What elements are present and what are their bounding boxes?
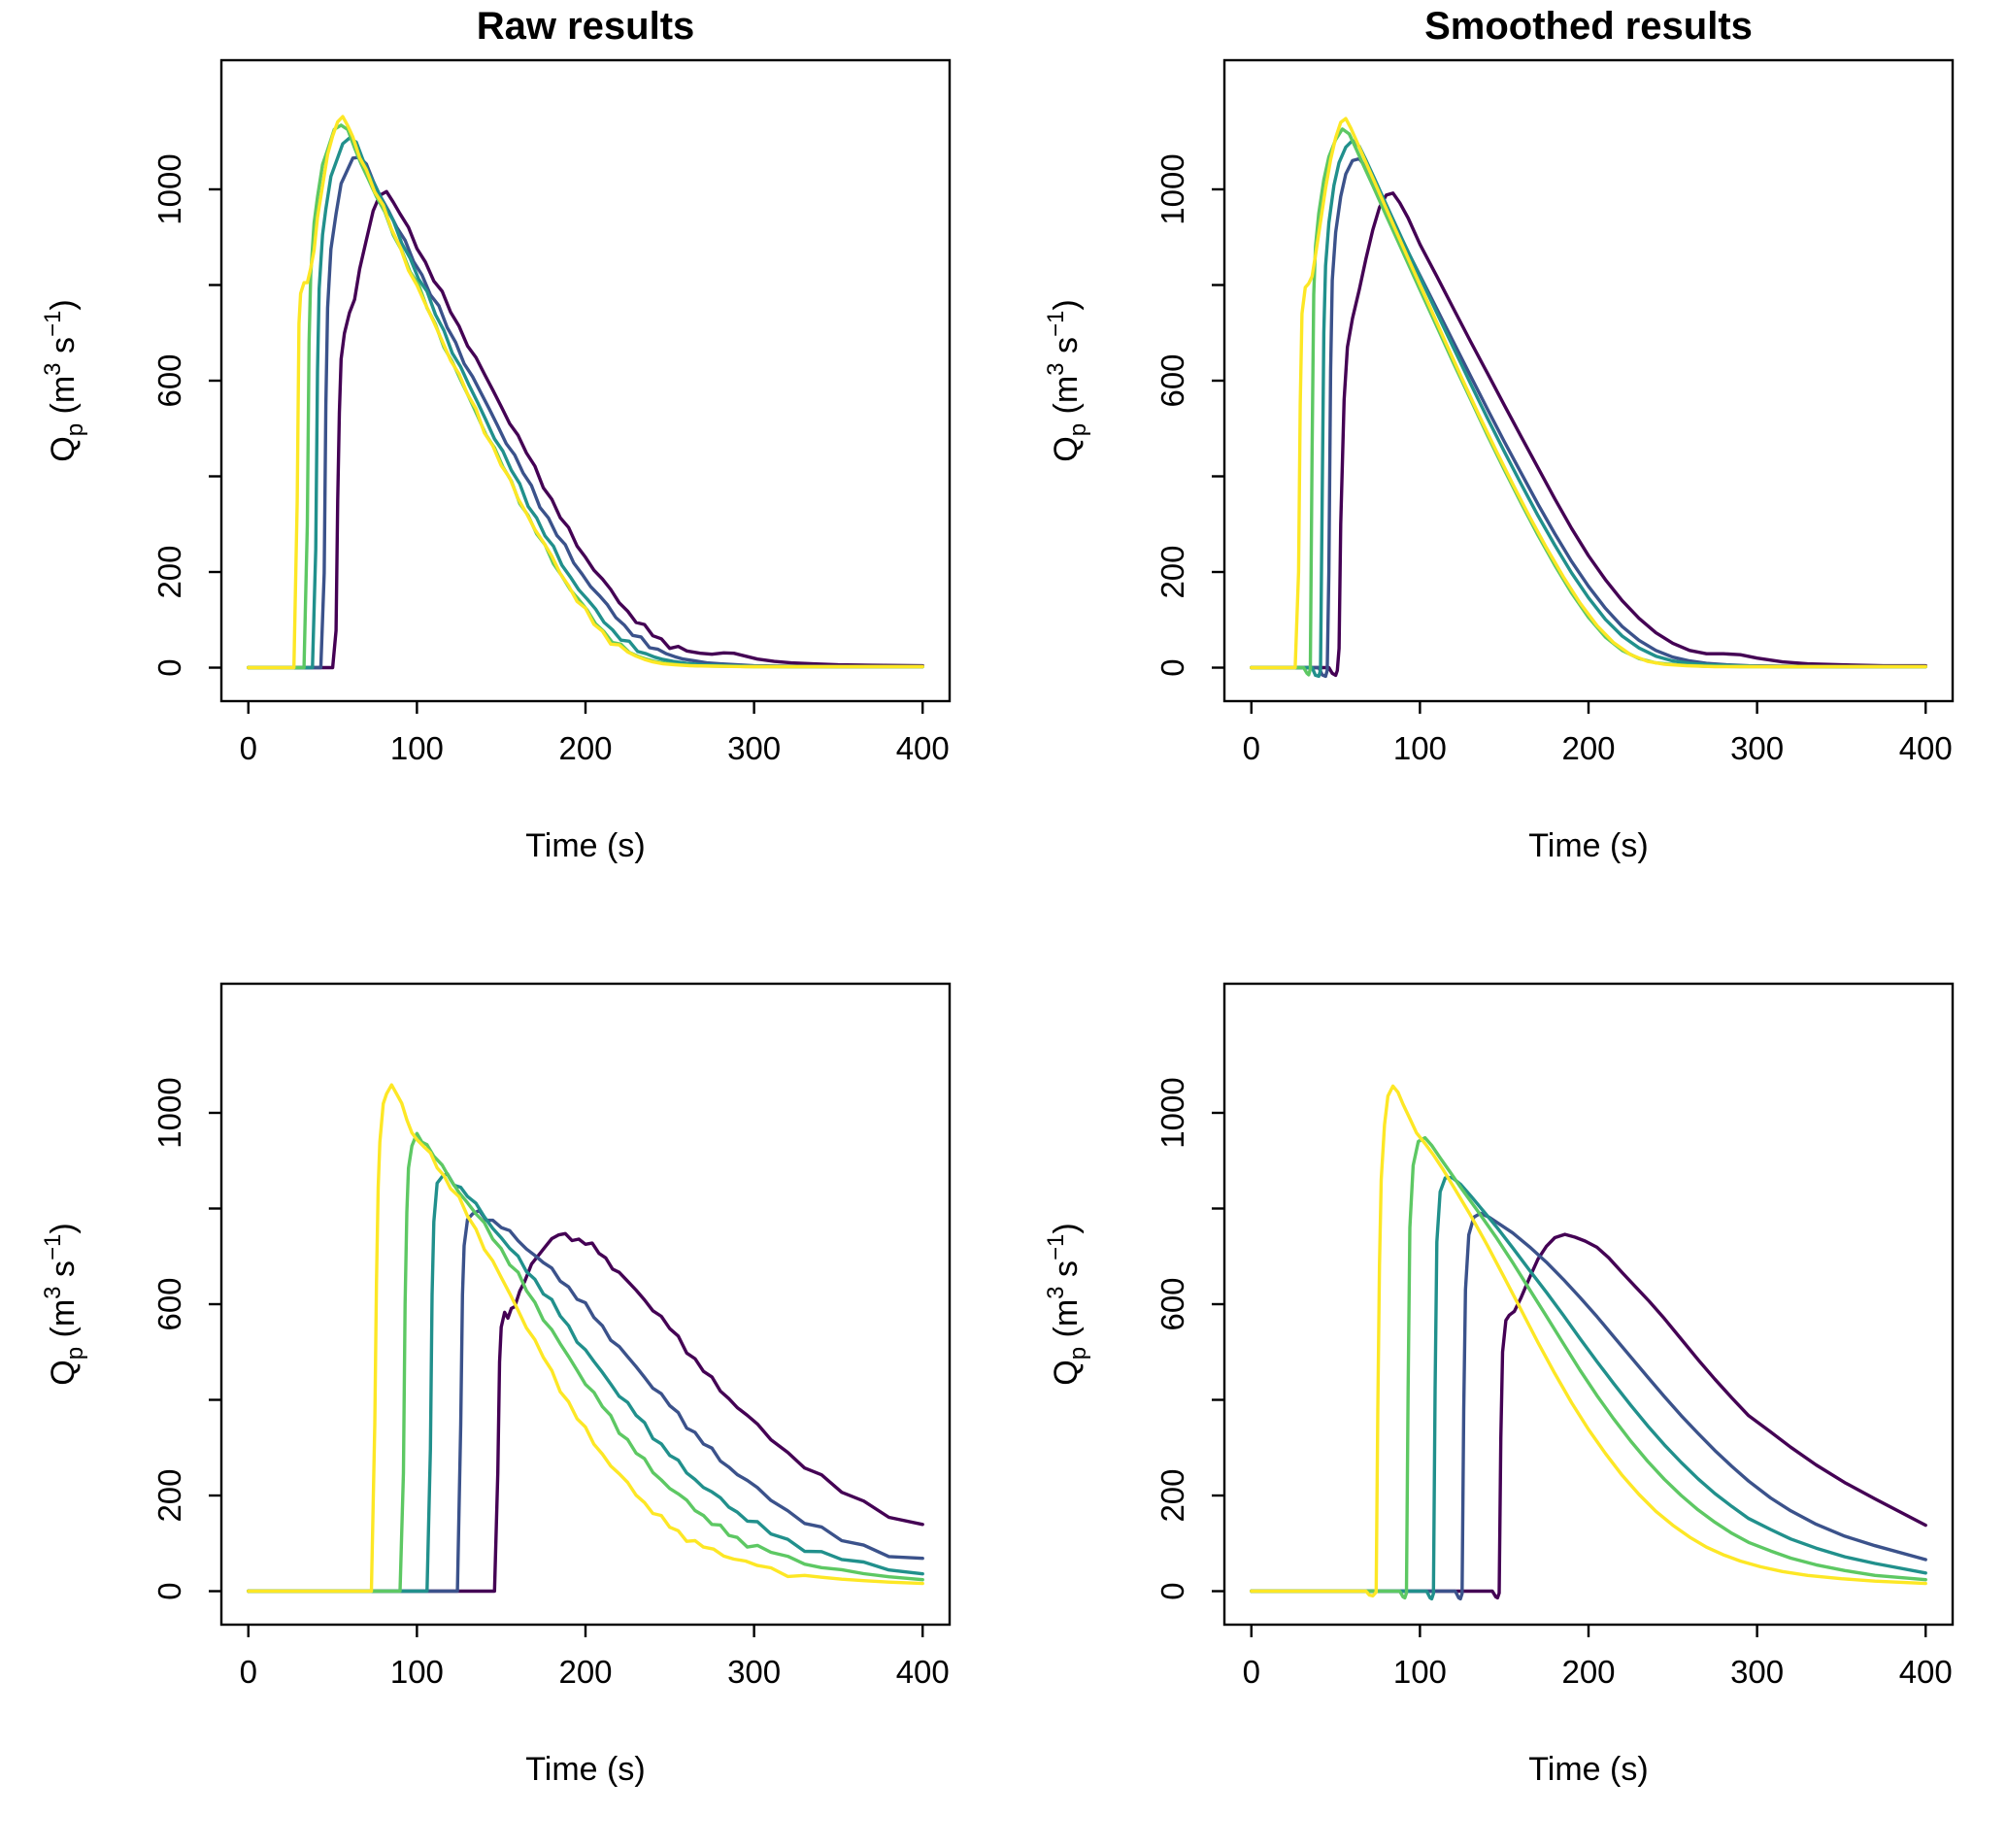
- svg-text:100: 100: [390, 730, 444, 766]
- svg-text:0: 0: [1243, 1654, 1260, 1690]
- svg-text:0: 0: [1154, 1582, 1190, 1599]
- svg-text:Time (s): Time (s): [1528, 827, 1648, 864]
- svg-text:200: 200: [1154, 545, 1190, 598]
- chart-panel-smoothed-bottom: 0 100 200 300 400 0 200 600 1000 Time (s) Qp (m3 s…: [1043, 982, 1955, 1788]
- svg-text:200: 200: [1561, 730, 1615, 766]
- svg-text:0: 0: [1243, 730, 1260, 766]
- svg-text:Qp (m3 s−1): Qp (m3 s−1): [1043, 299, 1091, 461]
- panel-cell-smoothed-top: 0 100 200 300 400 0 200 600 1000 Smoothed results…: [1003, 0, 2007, 924]
- svg-text:100: 100: [1393, 730, 1447, 766]
- svg-text:300: 300: [1730, 730, 1784, 766]
- svg-text:Qp (m3 s−1): Qp (m3 s−1): [40, 299, 88, 461]
- svg-text:300: 300: [727, 730, 781, 766]
- svg-text:400: 400: [896, 1654, 950, 1690]
- panel-cell-raw-bottom: 0 100 200 300 400 0 200 600 1000 Time (s) Qp (m3 s…: [0, 924, 1003, 1848]
- chart-panel-raw-top: 0 100 200 300 400 0 200 600 1000 Raw results Time …: [40, 5, 952, 864]
- svg-text:400: 400: [896, 730, 950, 766]
- chart-panel-smoothed-top: 0 100 200 300 400 0 200 600 1000 Smoothed results…: [1043, 5, 1955, 864]
- svg-text:Time (s): Time (s): [525, 1751, 645, 1788]
- chart-panel-raw-bottom: 0 100 200 300 400 0 200 600 1000 Time (s) Qp (m3 s…: [40, 982, 952, 1788]
- svg-text:Qp (m3 s−1): Qp (m3 s−1): [40, 1223, 88, 1385]
- svg-text:Raw results: Raw results: [477, 5, 695, 48]
- svg-text:100: 100: [390, 1654, 444, 1690]
- panel-cell-raw-top: 0 100 200 300 400 0 200 600 1000 Raw results Time …: [0, 0, 1003, 924]
- svg-text:0: 0: [240, 730, 257, 766]
- svg-text:200: 200: [558, 1654, 612, 1690]
- svg-text:100: 100: [1393, 1654, 1447, 1690]
- svg-text:1000: 1000: [1154, 1077, 1190, 1148]
- svg-text:1000: 1000: [151, 153, 187, 224]
- svg-text:400: 400: [1899, 1654, 1953, 1690]
- svg-text:200: 200: [151, 545, 187, 598]
- svg-text:0: 0: [1154, 658, 1190, 676]
- svg-text:200: 200: [558, 730, 612, 766]
- svg-text:Time (s): Time (s): [1528, 1751, 1648, 1788]
- svg-text:200: 200: [151, 1468, 187, 1522]
- svg-text:400: 400: [1899, 730, 1953, 766]
- svg-text:0: 0: [151, 658, 187, 676]
- svg-text:600: 600: [151, 353, 187, 407]
- svg-text:200: 200: [1561, 1654, 1615, 1690]
- svg-text:600: 600: [151, 1277, 187, 1330]
- svg-text:300: 300: [727, 1654, 781, 1690]
- svg-text:1000: 1000: [151, 1077, 187, 1148]
- svg-text:200: 200: [1154, 1468, 1190, 1522]
- svg-text:600: 600: [1154, 1277, 1190, 1330]
- svg-text:300: 300: [1730, 1654, 1784, 1690]
- svg-text:Qp (m3 s−1): Qp (m3 s−1): [1043, 1223, 1091, 1385]
- svg-text:600: 600: [1154, 353, 1190, 407]
- panel-cell-smoothed-bottom: 0 100 200 300 400 0 200 600 1000 Time (s) Qp (m3 s…: [1003, 924, 2007, 1848]
- svg-text:Time (s): Time (s): [525, 827, 645, 864]
- svg-text:0: 0: [240, 1654, 257, 1690]
- svg-text:1000: 1000: [1154, 153, 1190, 224]
- svg-text:0: 0: [151, 1582, 187, 1599]
- svg-text:Smoothed results: Smoothed results: [1424, 5, 1753, 48]
